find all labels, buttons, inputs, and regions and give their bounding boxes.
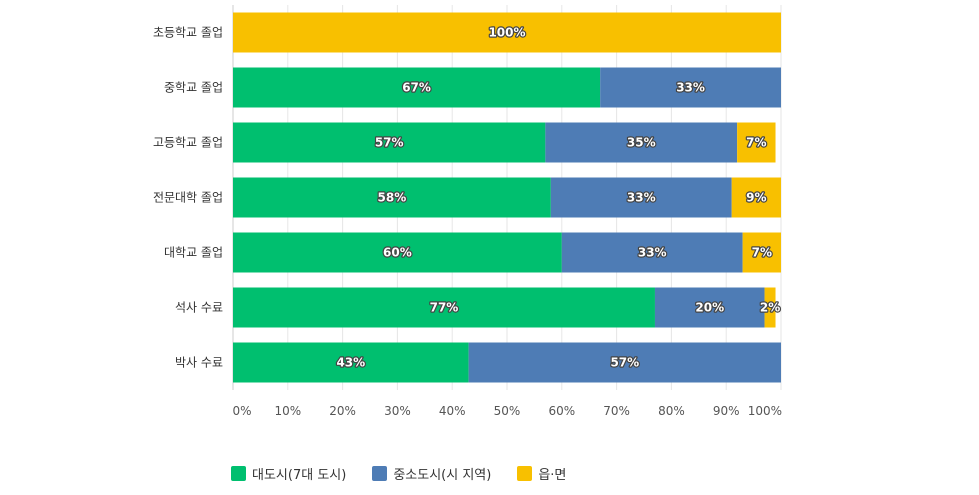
bar-segment[interactable] — [545, 122, 738, 163]
category-label: 전문대학 졸업 — [153, 191, 223, 205]
value-label: 20% — [695, 301, 724, 315]
bar-segment[interactable] — [468, 342, 781, 383]
value-label: 60% — [383, 246, 412, 260]
category-label: 석사 수료 — [175, 301, 223, 315]
x-axis-ticks: 0% 10% 20% 30% 40% 50% 60% 70% 80% 90% 100% — [232, 404, 782, 418]
bar-segment[interactable] — [561, 232, 743, 273]
bar-segment[interactable] — [737, 122, 776, 163]
value-label: 43% — [336, 356, 365, 370]
x-tick-label: 0% — [232, 404, 251, 418]
category-label: 고등학교 졸업 — [153, 136, 223, 150]
value-label: 57% — [375, 136, 404, 150]
value-label: 58% — [378, 191, 407, 205]
value-label: 33% — [627, 191, 656, 205]
x-tick-label: 90% — [713, 404, 740, 418]
bar-segment[interactable] — [654, 287, 765, 328]
value-label: 57% — [610, 356, 639, 370]
legend-swatch-rural — [517, 466, 533, 481]
value-label: 67% — [402, 81, 431, 95]
value-label: 33% — [638, 246, 667, 260]
x-tick-label: 50% — [494, 404, 521, 418]
x-tick-label: 20% — [329, 404, 356, 418]
legend-label-metro: 대도시(7대 도시) — [252, 468, 347, 483]
bar-segment[interactable] — [764, 287, 776, 328]
bar-segment[interactable] — [233, 177, 551, 218]
category-label: 대학교 졸업 — [164, 246, 223, 260]
value-label: 7% — [752, 246, 772, 260]
category-label: 초등학교 졸업 — [153, 26, 223, 40]
bar-segment[interactable] — [233, 232, 562, 273]
x-tick-label: 60% — [548, 404, 575, 418]
legend-item-city[interactable]: 중소도시(시 지역) — [372, 464, 491, 483]
bar-segment[interactable] — [742, 232, 781, 273]
legend-item-rural[interactable]: 읍·면 — [517, 464, 566, 483]
x-tick-label: 30% — [384, 404, 411, 418]
x-tick-label: 10% — [274, 404, 301, 418]
legend-swatch-metro — [231, 466, 246, 481]
value-label: 100% — [488, 26, 525, 40]
bar-segment[interactable] — [233, 12, 781, 53]
legend: 대도시(7대 도시) 중소도시(시 지역) 읍·면 — [231, 464, 566, 483]
category-label: 중학교 졸업 — [164, 81, 223, 95]
bar-segment[interactable] — [600, 67, 781, 108]
x-tick-label: 70% — [603, 404, 630, 418]
value-label: 2% — [760, 301, 780, 315]
value-label: 9% — [746, 191, 766, 205]
bar-segment[interactable] — [731, 177, 781, 218]
legend-label-city: 중소도시(시 지역) — [393, 468, 492, 483]
bar-segment[interactable] — [550, 177, 732, 218]
value-label: 35% — [627, 136, 656, 150]
category-label: 박사 수료 — [175, 356, 223, 370]
legend-swatch-city — [372, 466, 388, 481]
bar-segment[interactable] — [233, 287, 655, 328]
value-label: 7% — [746, 136, 766, 150]
bar-segment[interactable] — [233, 67, 601, 108]
value-label: 33% — [676, 81, 705, 95]
value-label: 77% — [430, 301, 459, 315]
x-tick-label: 100% — [748, 404, 782, 418]
bar-segment[interactable] — [233, 122, 546, 163]
x-tick-label: 80% — [658, 404, 685, 418]
x-tick-label: 40% — [439, 404, 466, 418]
bars — [233, 12, 781, 383]
value-labels: 100% 67% 33% 57% 35% 7% 58% 33% 9% 60% 33% 7% 77% 20%… — [335, 24, 781, 370]
legend-label-rural: 읍·면 — [538, 468, 567, 483]
bar-segment[interactable] — [233, 342, 469, 383]
legend-item-metro[interactable]: 대도시(7대 도시) — [231, 464, 346, 483]
